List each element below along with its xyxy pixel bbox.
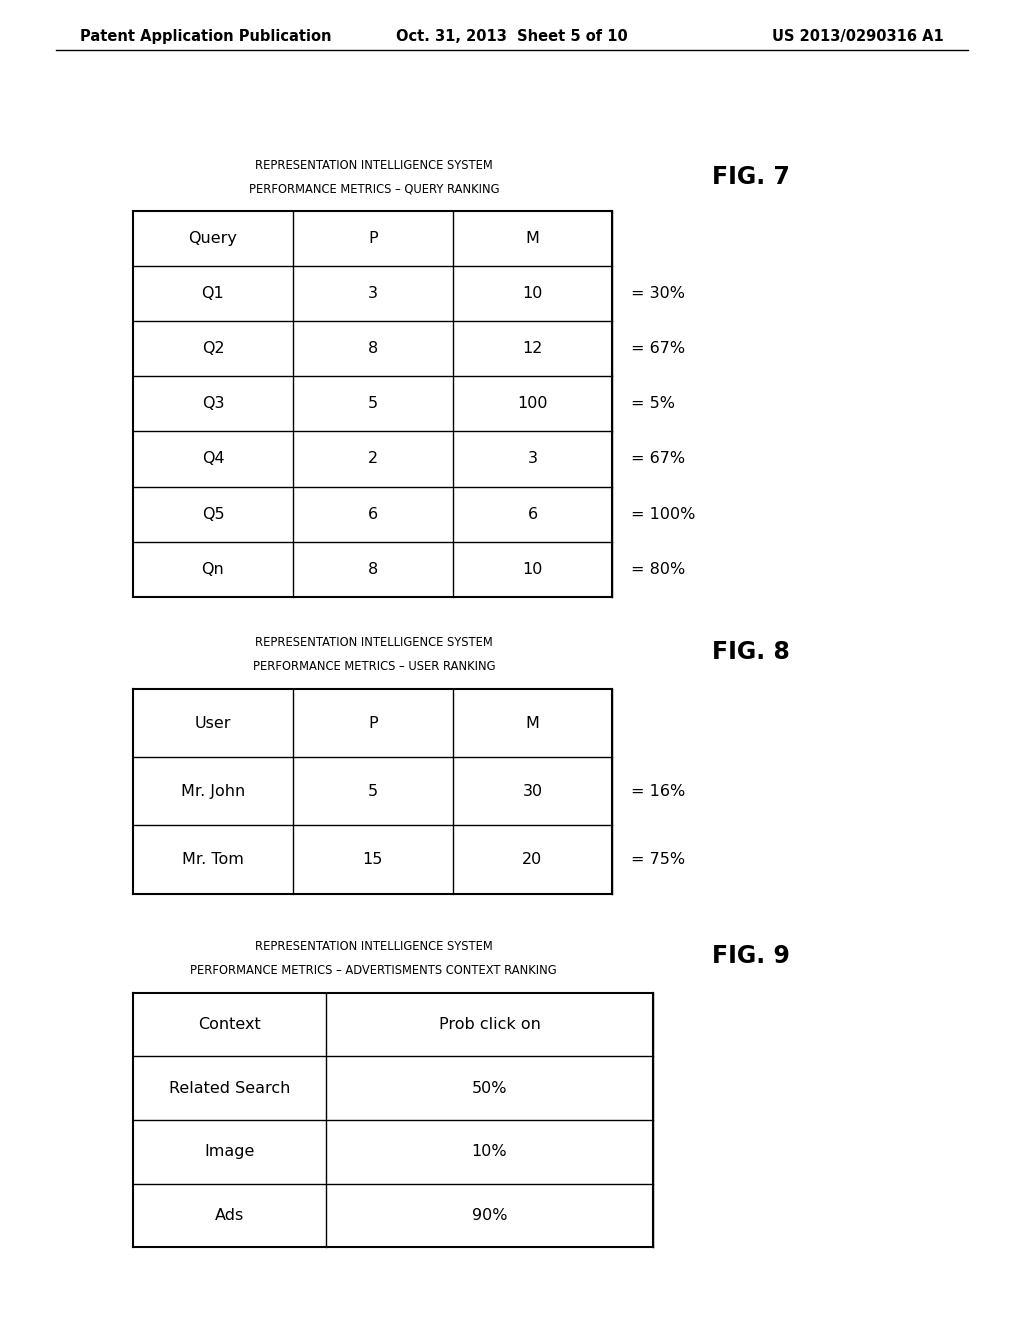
Text: US 2013/0290316 A1: US 2013/0290316 A1 — [772, 29, 944, 45]
Text: P: P — [368, 715, 378, 731]
Text: Prob click on: Prob click on — [438, 1016, 541, 1032]
Text: 10%: 10% — [472, 1144, 507, 1159]
Text: REPRESENTATION INTELLIGENCE SYSTEM: REPRESENTATION INTELLIGENCE SYSTEM — [255, 636, 493, 649]
Text: PERFORMANCE METRICS – QUERY RANKING: PERFORMANCE METRICS – QUERY RANKING — [249, 182, 499, 195]
Text: 3: 3 — [368, 286, 378, 301]
Text: = 100%: = 100% — [631, 507, 695, 521]
Text: Context: Context — [198, 1016, 261, 1032]
Text: Q5: Q5 — [202, 507, 224, 521]
Text: Image: Image — [204, 1144, 255, 1159]
Text: 100: 100 — [517, 396, 548, 412]
Text: User: User — [195, 715, 231, 731]
Text: = 30%: = 30% — [631, 286, 685, 301]
Text: 15: 15 — [362, 851, 383, 867]
Text: 6: 6 — [527, 507, 538, 521]
Text: Q4: Q4 — [202, 451, 224, 466]
Text: 90%: 90% — [472, 1208, 507, 1224]
Text: = 67%: = 67% — [631, 451, 685, 466]
Text: 3: 3 — [527, 451, 538, 466]
Text: REPRESENTATION INTELLIGENCE SYSTEM: REPRESENTATION INTELLIGENCE SYSTEM — [255, 158, 493, 172]
Text: Patent Application Publication: Patent Application Publication — [80, 29, 332, 45]
Text: 12: 12 — [522, 342, 543, 356]
Text: FIG. 7: FIG. 7 — [712, 165, 790, 189]
Text: PERFORMANCE METRICS – USER RANKING: PERFORMANCE METRICS – USER RANKING — [253, 660, 495, 673]
Text: 10: 10 — [522, 286, 543, 301]
Text: 10: 10 — [522, 561, 543, 577]
Text: = 80%: = 80% — [631, 561, 685, 577]
Text: = 67%: = 67% — [631, 342, 685, 356]
Text: = 75%: = 75% — [631, 851, 685, 867]
Text: 8: 8 — [368, 561, 378, 577]
Text: 5: 5 — [368, 784, 378, 799]
Text: Related Search: Related Search — [169, 1081, 290, 1096]
Text: Qn: Qn — [202, 561, 224, 577]
Text: P: P — [368, 231, 378, 247]
Text: 50%: 50% — [472, 1081, 507, 1096]
Text: 20: 20 — [522, 851, 543, 867]
Text: M: M — [525, 231, 540, 247]
Text: Q3: Q3 — [202, 396, 224, 412]
Text: Ads: Ads — [215, 1208, 244, 1224]
Text: 8: 8 — [368, 342, 378, 356]
Text: REPRESENTATION INTELLIGENCE SYSTEM: REPRESENTATION INTELLIGENCE SYSTEM — [255, 940, 493, 953]
Text: FIG. 9: FIG. 9 — [712, 944, 790, 968]
Text: Mr. Tom: Mr. Tom — [182, 851, 244, 867]
Text: Q1: Q1 — [202, 286, 224, 301]
Text: Q2: Q2 — [202, 342, 224, 356]
Text: Query: Query — [188, 231, 238, 247]
Text: Oct. 31, 2013  Sheet 5 of 10: Oct. 31, 2013 Sheet 5 of 10 — [396, 29, 628, 45]
Text: = 16%: = 16% — [631, 784, 685, 799]
Text: FIG. 8: FIG. 8 — [712, 640, 790, 664]
Text: 5: 5 — [368, 396, 378, 412]
Text: 6: 6 — [368, 507, 378, 521]
Text: 2: 2 — [368, 451, 378, 466]
Text: Mr. John: Mr. John — [181, 784, 245, 799]
Text: = 5%: = 5% — [631, 396, 675, 412]
Text: 30: 30 — [522, 784, 543, 799]
Text: M: M — [525, 715, 540, 731]
Text: PERFORMANCE METRICS – ADVERTISMENTS CONTEXT RANKING: PERFORMANCE METRICS – ADVERTISMENTS CONT… — [190, 964, 557, 977]
